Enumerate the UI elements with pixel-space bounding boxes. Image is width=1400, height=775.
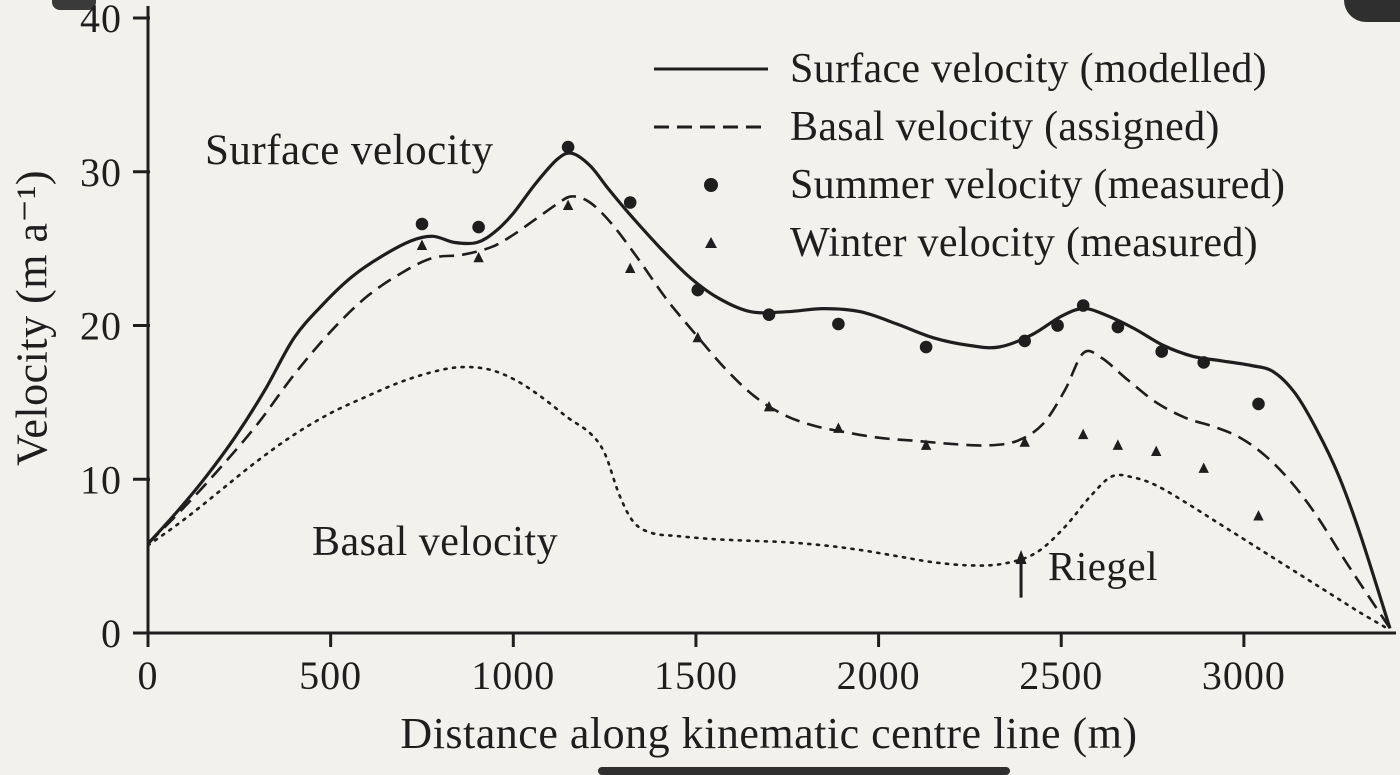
x-tick-label: 500 <box>299 653 362 698</box>
legend-label: Basal velocity (assigned) <box>790 104 1220 150</box>
winter-point <box>1112 439 1124 450</box>
x-tick-label: 2000 <box>837 653 921 698</box>
winter-point <box>1151 445 1162 456</box>
winter-point <box>692 331 703 343</box>
summer-point <box>1197 356 1210 369</box>
winter-point <box>1077 428 1089 440</box>
winter-point <box>473 251 484 263</box>
legend-item-winter-measured: Winter velocity (measured) <box>646 214 1285 272</box>
winter-point <box>833 422 844 433</box>
legend-label: Winter velocity (measured) <box>790 220 1258 266</box>
x-tick-label: 1500 <box>654 653 738 698</box>
legend-item-surface-modelled: Surface velocity (modelled) <box>646 40 1285 98</box>
summer-point <box>561 140 575 154</box>
summer-point <box>1252 397 1265 411</box>
chart-legend: Surface velocity (modelled) Basal veloci… <box>646 40 1285 272</box>
winter-point <box>1019 436 1030 447</box>
summer-point <box>691 283 705 297</box>
scan-artifact <box>52 0 96 10</box>
scan-artifact <box>1344 0 1400 22</box>
y-axis-title: Velocity (m a⁻¹) <box>7 169 57 467</box>
y-tick-label: 0 <box>101 611 122 656</box>
x-tick-label: 0 <box>138 653 159 698</box>
x-tick-label: 2500 <box>1019 653 1103 698</box>
summer-point <box>1051 319 1064 332</box>
summer-point <box>1155 345 1168 358</box>
y-tick-label: 30 <box>80 150 122 195</box>
winter-point <box>920 439 932 450</box>
x-tick-label: 1000 <box>471 653 555 698</box>
surface-velocity-label: Surface velocity <box>205 127 494 174</box>
x-tick-label: 3000 <box>1202 653 1286 698</box>
x-axis-title: Distance along kinematic centre line (m) <box>400 709 1138 758</box>
summer-point <box>762 308 776 322</box>
legend-label: Surface velocity (modelled) <box>790 46 1267 92</box>
filled-circle-icon <box>646 176 776 194</box>
dashed-line-swatch <box>646 121 776 133</box>
solid-line-swatch <box>646 63 776 75</box>
legend-item-summer-measured: Summer velocity (measured) <box>646 156 1285 214</box>
riegel-arrow-head <box>1015 549 1027 564</box>
y-tick-label: 20 <box>80 304 122 349</box>
summer-point <box>415 217 429 231</box>
summer-point <box>623 196 637 209</box>
summer-point <box>832 317 845 331</box>
riegel-label: Riegel <box>1048 543 1159 589</box>
summer-point <box>919 340 933 354</box>
winter-point <box>1253 510 1264 521</box>
winter-point <box>763 400 775 412</box>
winter-point <box>416 239 428 250</box>
winter-point <box>562 199 574 210</box>
filled-triangle-icon <box>646 234 776 252</box>
summer-point <box>1076 299 1090 312</box>
summer-point <box>472 220 485 234</box>
summer-point <box>1018 334 1031 348</box>
legend-label: Summer velocity (measured) <box>790 162 1286 208</box>
basal-velocity-label: Basal velocity <box>312 519 559 565</box>
basal-velocity-curve <box>146 365 1392 632</box>
legend-item-basal-assigned: Basal velocity (assigned) <box>646 98 1285 156</box>
y-tick-label: 10 <box>80 457 122 502</box>
summer-point <box>1111 320 1125 334</box>
winter-point <box>1198 462 1209 473</box>
winter-point <box>624 262 636 274</box>
scan-artifact <box>598 767 1010 775</box>
